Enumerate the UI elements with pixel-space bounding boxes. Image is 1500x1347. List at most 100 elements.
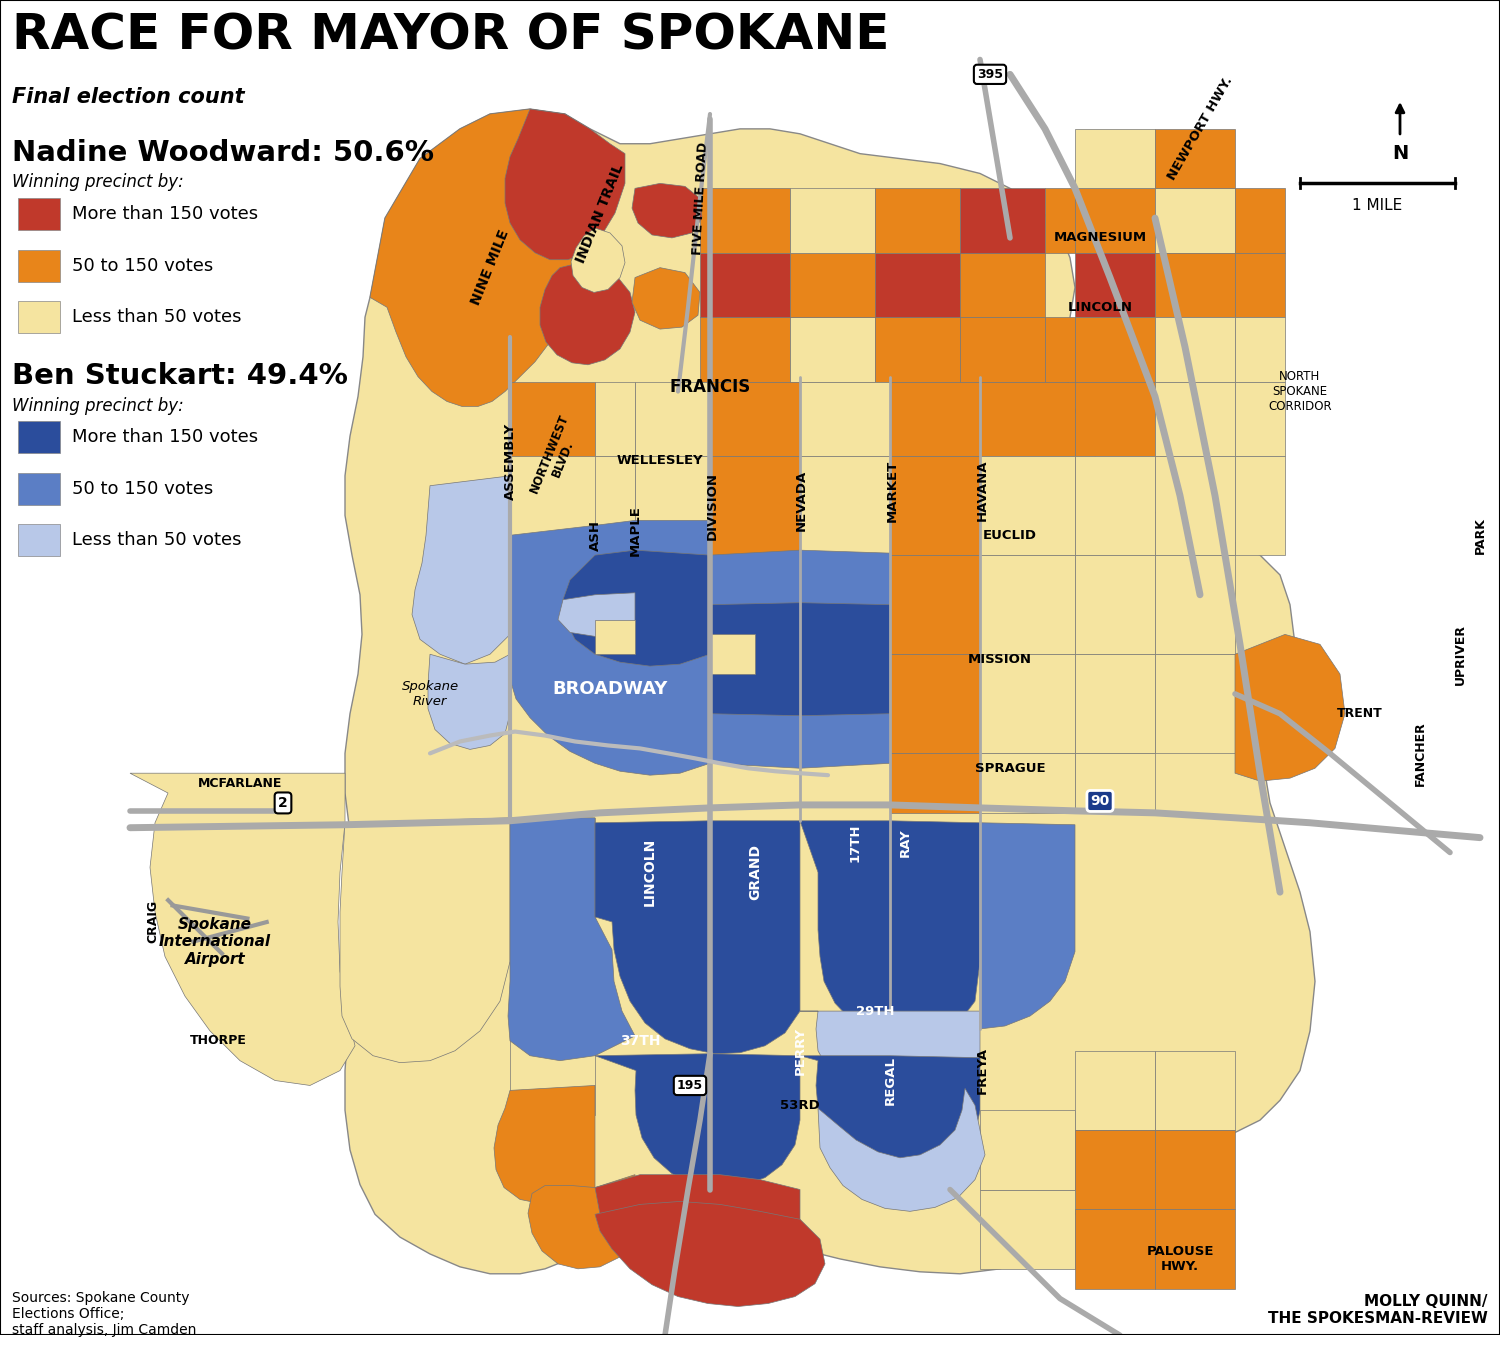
Text: REGAL: REGAL: [884, 1056, 897, 1105]
Text: Less than 50 votes: Less than 50 votes: [72, 531, 242, 550]
Bar: [700, 317, 790, 381]
Text: INDIAN TRAIL: INDIAN TRAIL: [573, 162, 627, 265]
Text: CRAIG: CRAIG: [147, 900, 159, 943]
Text: 195: 195: [676, 1079, 703, 1092]
Polygon shape: [572, 228, 626, 292]
Bar: [890, 655, 980, 753]
Bar: [1155, 1210, 1234, 1289]
Polygon shape: [800, 1056, 980, 1180]
Bar: [1076, 555, 1155, 655]
Bar: [1076, 253, 1155, 317]
Polygon shape: [710, 602, 890, 715]
Bar: [980, 555, 1076, 655]
Polygon shape: [596, 1202, 825, 1307]
Bar: [1234, 457, 1286, 555]
Bar: [980, 381, 1076, 457]
Bar: [1046, 189, 1076, 253]
Text: MCFARLANE: MCFARLANE: [198, 777, 282, 789]
Bar: [1155, 381, 1234, 457]
Polygon shape: [562, 550, 710, 667]
Bar: [960, 189, 1046, 253]
Bar: [890, 753, 980, 812]
Text: More than 150 votes: More than 150 votes: [72, 428, 258, 446]
Text: NORTHWEST
BLVD.: NORTHWEST BLVD.: [526, 412, 585, 500]
Bar: [710, 457, 800, 555]
Polygon shape: [632, 268, 700, 329]
Bar: [596, 381, 634, 457]
Bar: [18, 422, 60, 453]
Bar: [874, 253, 960, 317]
Text: Spokane
International
Airport: Spokane International Airport: [159, 917, 272, 967]
Bar: [1155, 1051, 1234, 1130]
Text: 37TH: 37TH: [620, 1034, 660, 1048]
Polygon shape: [818, 1088, 986, 1211]
Bar: [18, 198, 60, 230]
Text: 395: 395: [976, 67, 1004, 81]
Text: 90: 90: [1090, 793, 1110, 808]
Bar: [634, 457, 710, 555]
Bar: [596, 457, 634, 555]
Bar: [874, 317, 960, 381]
Bar: [710, 381, 800, 457]
Text: FANCHER: FANCHER: [1413, 721, 1426, 785]
Text: GRAND: GRAND: [748, 845, 762, 900]
Bar: [800, 457, 889, 555]
Bar: [980, 655, 1076, 753]
Bar: [1076, 753, 1155, 812]
Bar: [1155, 317, 1234, 381]
Text: RAY: RAY: [898, 828, 912, 857]
Polygon shape: [596, 1053, 800, 1188]
Text: ASSEMBLY: ASSEMBLY: [504, 423, 516, 500]
Text: LINCOLN: LINCOLN: [644, 838, 657, 907]
Text: MARKET: MARKET: [885, 459, 898, 521]
Text: 1 MILE: 1 MILE: [1352, 198, 1402, 213]
Text: EUCLID: EUCLID: [982, 529, 1036, 541]
Bar: [890, 381, 980, 457]
Bar: [510, 381, 596, 457]
Bar: [1046, 317, 1076, 381]
Polygon shape: [345, 109, 1316, 1274]
Text: Winning precinct by:: Winning precinct by:: [12, 396, 183, 415]
Text: LINCOLN: LINCOLN: [1068, 300, 1132, 314]
Text: 53RD: 53RD: [780, 1099, 820, 1111]
Polygon shape: [427, 655, 510, 749]
Text: Spokane
River: Spokane River: [402, 680, 459, 709]
Text: PARK: PARK: [1473, 517, 1486, 554]
Bar: [960, 317, 1046, 381]
Polygon shape: [632, 183, 702, 238]
Bar: [1076, 1130, 1155, 1210]
Text: ASH: ASH: [588, 520, 602, 551]
Polygon shape: [413, 475, 510, 664]
Bar: [18, 249, 60, 282]
Text: NEVADA: NEVADA: [795, 470, 807, 531]
Polygon shape: [596, 820, 800, 1053]
Polygon shape: [510, 520, 710, 775]
Bar: [790, 253, 874, 317]
Bar: [1234, 253, 1286, 317]
Bar: [790, 317, 874, 381]
Polygon shape: [540, 263, 634, 365]
Bar: [980, 1110, 1076, 1189]
Bar: [790, 189, 874, 253]
Text: Less than 50 votes: Less than 50 votes: [72, 308, 242, 326]
Bar: [800, 381, 889, 457]
Polygon shape: [340, 818, 510, 1063]
Bar: [634, 381, 710, 457]
Text: PERRY: PERRY: [794, 1026, 807, 1075]
Text: Final election count: Final election count: [12, 88, 244, 108]
Bar: [700, 189, 790, 253]
Text: NINE MILE: NINE MILE: [468, 228, 512, 307]
Bar: [1155, 253, 1234, 317]
Text: MOLLY QUINN/
THE SPOKESMAN-REVIEW: MOLLY QUINN/ THE SPOKESMAN-REVIEW: [1268, 1293, 1488, 1325]
Text: NEWPORT HWY.: NEWPORT HWY.: [1166, 75, 1234, 183]
Polygon shape: [800, 1012, 980, 1107]
Bar: [980, 1189, 1076, 1269]
Bar: [1155, 457, 1234, 555]
Bar: [980, 457, 1076, 555]
Text: N: N: [1392, 144, 1408, 163]
Polygon shape: [370, 109, 596, 407]
Polygon shape: [528, 1175, 636, 1269]
Text: PALOUSE
HWY.: PALOUSE HWY.: [1146, 1245, 1214, 1273]
Polygon shape: [494, 1086, 596, 1204]
Bar: [1076, 189, 1155, 253]
